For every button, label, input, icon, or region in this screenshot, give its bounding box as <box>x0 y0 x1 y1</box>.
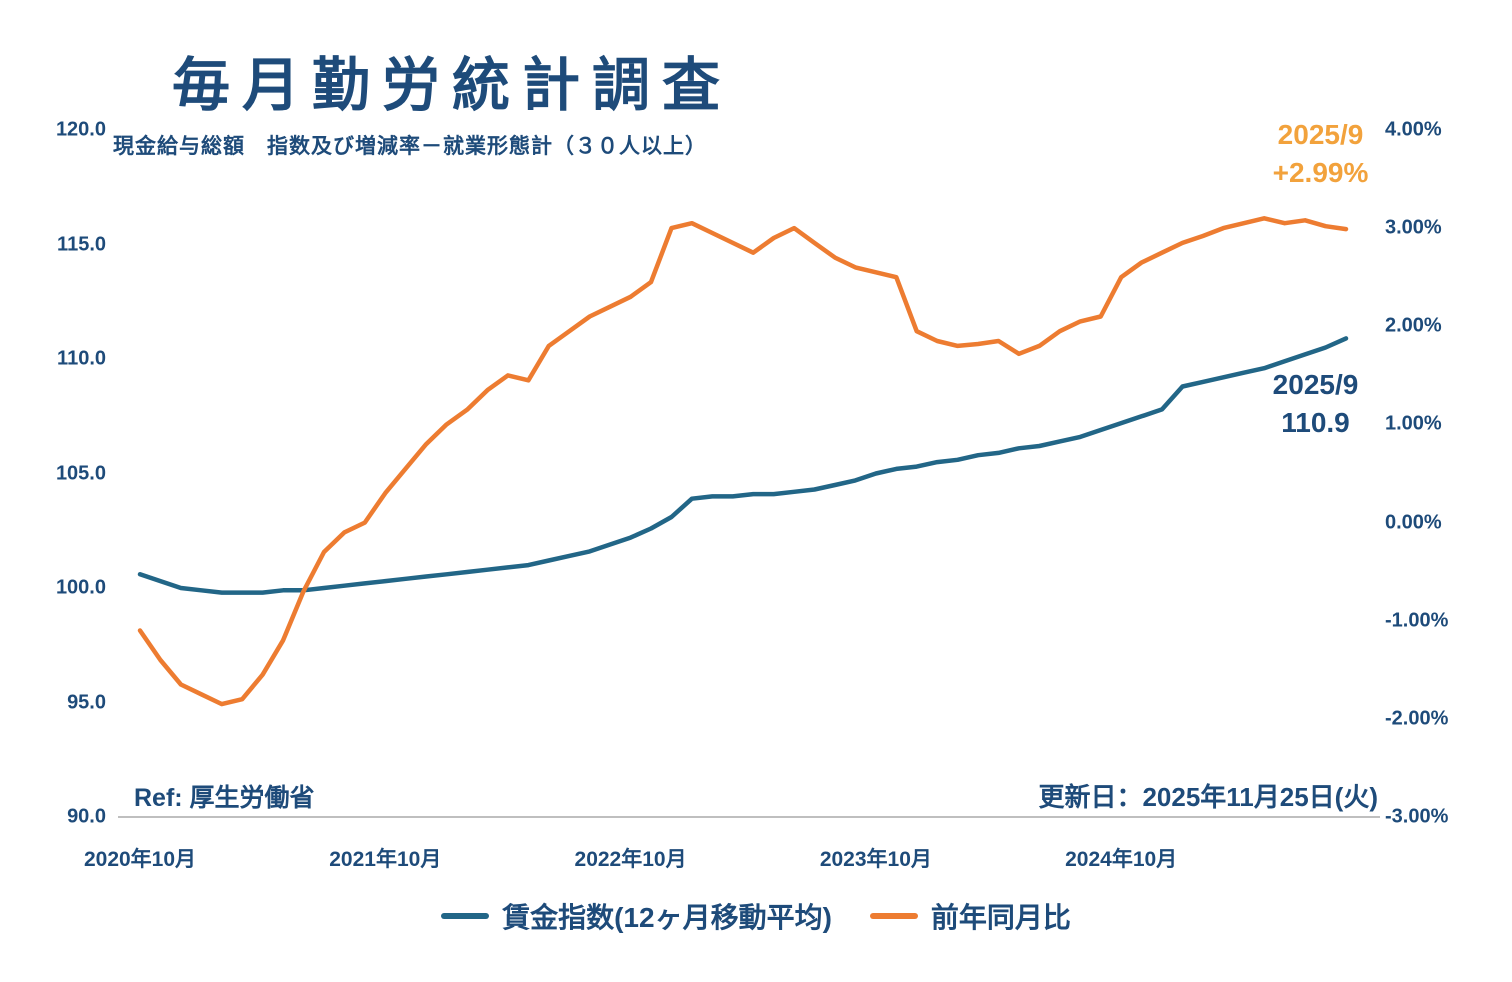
x-axis-tick: 2021年10月 <box>329 848 442 871</box>
chart-subtitle: 現金給与総額 指数及び増減率－就業形態計（３０人以上） <box>113 135 707 158</box>
legend-label-wage-index: 賃金指数(12ヶ月移動平均) <box>502 902 832 933</box>
yoy-line <box>137 216 1349 707</box>
legend: 賃金指数(12ヶ月移動平均) 前年同月比 <box>0 896 1512 936</box>
y-axis-right-tick: -3.00% <box>1385 805 1449 828</box>
y-axis-left-tick: 90.0 <box>67 805 106 828</box>
y-axis-right-tick: -1.00% <box>1385 609 1449 632</box>
x-axis-tick: 2024年10月 <box>1065 848 1178 871</box>
legend-label-yoy: 前年同月比 <box>930 902 1071 933</box>
x-axis-line <box>118 816 1380 818</box>
update-date: 更新日：2025年11月25日(火) <box>1038 782 1378 812</box>
index-latest-annotation: 2025/9 110.9 <box>1233 366 1398 442</box>
wage-index-line-swatch <box>441 913 490 919</box>
y-axis-left-tick: 95.0 <box>67 691 106 713</box>
yoy-latest-value: +2.99% <box>1272 157 1369 188</box>
source-reference: Ref: 厚生労働省 <box>134 784 315 812</box>
y-axis-left-tick: 100.0 <box>55 576 106 599</box>
legend-item-yoy: 前年同月比 <box>869 896 1071 936</box>
x-axis-tick: 2020年10月 <box>83 848 197 871</box>
index-latest-date: 2025/9 <box>1272 369 1359 400</box>
y-axis-left-tick: 115.0 <box>57 233 106 255</box>
page-title: 毎月勤労統計調査 <box>172 53 733 118</box>
yoy-latest-date: 2025/9 <box>1277 119 1364 150</box>
y-axis-right-tick: 3.00% <box>1385 216 1442 239</box>
y-axis-right-tick: 4.00% <box>1385 118 1442 141</box>
legend-item-wage-index: 賃金指数(12ヶ月移動平均) <box>441 896 832 936</box>
y-axis-right-tick: 2.00% <box>1385 314 1442 337</box>
y-axis-left-tick: 120.0 <box>55 118 106 141</box>
yoy-line-swatch <box>869 913 918 919</box>
y-axis-left-tick: 110.0 <box>57 347 106 370</box>
y-axis-right-tick: 1.00% <box>1385 412 1442 435</box>
yoy-latest-annotation: 2025/9 +2.99% <box>1233 116 1408 192</box>
x-axis-tick: 2022年10月 <box>574 848 687 871</box>
x-axis-tick: 2023年10月 <box>819 848 932 871</box>
y-axis-right-tick: -2.00% <box>1385 707 1449 730</box>
y-axis-left-tick: 105.0 <box>55 462 106 484</box>
wage-index-line <box>137 336 1349 595</box>
index-latest-value: 110.9 <box>1281 407 1350 438</box>
y-axis-right-tick: 0.00% <box>1385 511 1442 534</box>
